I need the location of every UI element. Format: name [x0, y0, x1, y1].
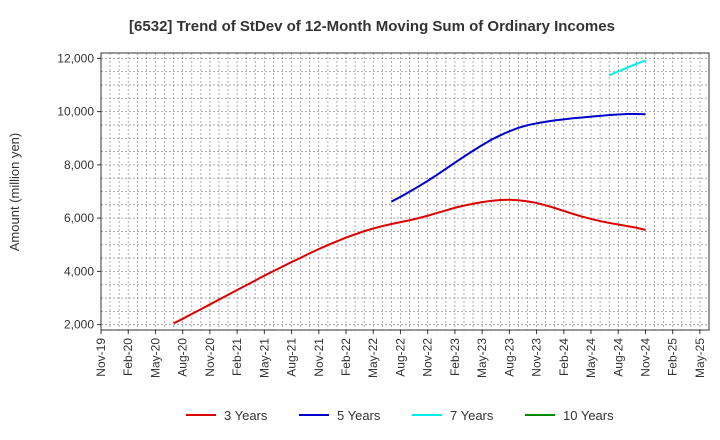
x-tick-label: May-20	[148, 338, 162, 378]
series-layer	[173, 59, 646, 325]
x-tick-label: Feb-21	[230, 338, 244, 376]
x-tick-label: Aug-23	[502, 338, 516, 377]
x-tick-label: Nov-24	[638, 338, 652, 377]
legend-label: 3 Years	[224, 408, 268, 423]
x-tick-label: Feb-24	[557, 338, 571, 376]
x-tick-label: Feb-20	[121, 338, 135, 376]
y-tick-label: 12,000	[57, 51, 94, 65]
x-tick-label: May-25	[693, 338, 707, 378]
grid-horizontal	[101, 57, 709, 326]
series-line-3-years	[173, 198, 646, 325]
x-tick-label: Feb-25	[666, 338, 680, 376]
x-tick-label: May-23	[475, 338, 489, 378]
legend-label: 7 Years	[450, 408, 494, 423]
x-tick-label: Aug-24	[611, 338, 625, 377]
series-line-5-years	[390, 112, 646, 203]
x-tick-label: Aug-21	[285, 338, 299, 377]
y-tick-label: 4,000	[64, 264, 94, 278]
x-tick-label: May-24	[584, 338, 598, 378]
x-tick-label: Nov-23	[530, 338, 544, 377]
y-tick-label: 2,000	[64, 318, 94, 332]
series-line-7-years	[608, 59, 646, 77]
x-tick-label: Aug-22	[393, 338, 407, 377]
x-axis: Nov-19 Feb-20 May-20 Aug-20 Nov-20 Feb-21 May-…	[94, 330, 707, 378]
legend-label: 5 Years	[337, 408, 381, 423]
x-tick-label: Aug-20	[176, 338, 190, 377]
y-tick-label: 8,000	[64, 158, 94, 172]
y-tick-label: 10,000	[57, 105, 94, 119]
x-tick-label: May-21	[257, 338, 271, 378]
chart-title: [6532] Trend of StDev of 12-Month Moving…	[129, 18, 615, 35]
x-tick-label: Feb-22	[339, 338, 353, 376]
x-tick-label: Feb-23	[448, 338, 462, 376]
y-tick-label: 6,000	[64, 211, 94, 225]
x-tick-label: May-22	[366, 338, 380, 378]
x-tick-label: Nov-22	[421, 338, 435, 377]
x-tick-label: Nov-21	[312, 338, 326, 377]
legend-label: 10 Years	[563, 408, 614, 423]
x-tick-label: Nov-20	[203, 338, 217, 377]
legend: 3 Years 5 Years 7 Years 10 Years	[186, 408, 614, 423]
x-tick-label: Nov-19	[94, 338, 108, 377]
plot-area	[100, 52, 710, 331]
plot-frame	[100, 52, 710, 331]
y-axis-title: Amount (million yen)	[7, 133, 22, 252]
y-axis: 2,000 4,000 6,000 8,000 10,000 12,000	[57, 51, 101, 332]
